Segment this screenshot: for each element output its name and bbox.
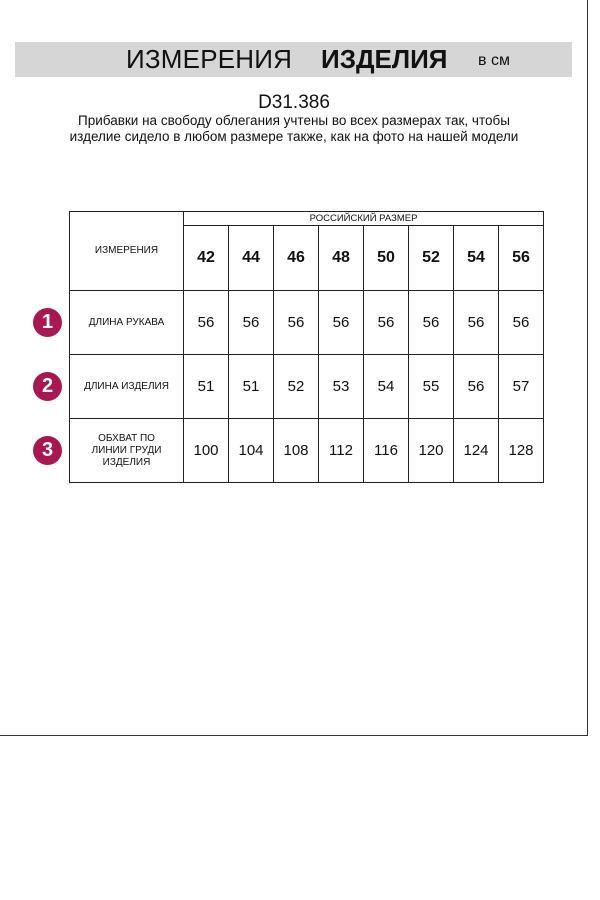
- badge-3: 3: [33, 436, 62, 465]
- value-cell: 116: [363, 418, 409, 483]
- value-cell: 108: [273, 418, 319, 483]
- value-cell: 104: [228, 418, 274, 483]
- size-group-header: РОССИЙСКИЙ РАЗМЕР: [183, 211, 544, 226]
- value-cell: 55: [408, 354, 454, 419]
- value-cell: 51: [183, 354, 229, 419]
- value-cell: 56: [228, 290, 274, 355]
- value-cell: 120: [408, 418, 454, 483]
- size-header: 48: [318, 225, 364, 291]
- table-row: ДЛИНА РУКАВА 56 56 56 56 56 56 56 56: [69, 290, 544, 355]
- title-regular: ИЗМЕРЕНИЯ: [126, 44, 293, 74]
- unit-label: в см: [478, 52, 510, 69]
- size-header: 54: [453, 225, 499, 291]
- size-header-row: 42 44 46 48 50 52 54 56: [70, 225, 544, 291]
- value-cell: 56: [273, 290, 319, 355]
- size-header: 56: [498, 225, 544, 291]
- row-label: ДЛИНА РУКАВА: [69, 290, 184, 355]
- size-header: 42: [183, 225, 229, 291]
- product-code: D31.386: [258, 92, 330, 113]
- table-row: ОБХВАТ ПО ЛИНИИ ГРУДИ ИЗДЕЛИЯ 100 104 108 11…: [69, 418, 544, 483]
- badge-1: 1: [33, 308, 62, 337]
- value-cell: 57: [498, 354, 544, 419]
- size-table: ИЗМЕРЕНИЯ РОССИЙСКИЙ РАЗМЕР 42 44 46 48 50 52…: [69, 211, 544, 483]
- title-bar: [15, 42, 572, 77]
- size-header: 52: [408, 225, 454, 291]
- table-row: ДЛИНА ИЗДЕЛИЯ 51 51 52 53 54 55 56 57: [69, 354, 544, 419]
- value-cell: 52: [273, 354, 319, 419]
- value-cell: 54: [363, 354, 409, 419]
- badge-2: 2: [33, 372, 62, 401]
- value-cell: 56: [408, 290, 454, 355]
- size-header: 46: [273, 225, 319, 291]
- value-cell: 51: [228, 354, 274, 419]
- size-header: 50: [363, 225, 409, 291]
- corner-label: ИЗМЕРЕНИЯ: [69, 211, 184, 291]
- size-header: 44: [228, 225, 274, 291]
- value-cell: 100: [183, 418, 229, 483]
- value-cell: 56: [183, 290, 229, 355]
- row-label: ДЛИНА ИЗДЕЛИЯ: [69, 354, 184, 419]
- value-cell: 53: [318, 354, 364, 419]
- value-cell: 56: [498, 290, 544, 355]
- value-cell: 124: [453, 418, 499, 483]
- value-cell: 112: [318, 418, 364, 483]
- value-cell: 56: [453, 290, 499, 355]
- title-bold: ИЗДЕЛИЯ: [321, 44, 448, 74]
- value-cell: 128: [498, 418, 544, 483]
- value-cell: 56: [363, 290, 409, 355]
- fit-note: Прибавки на свободу облегания учтены во …: [69, 113, 519, 144]
- page-frame: [0, 0, 588, 736]
- row-label: ОБХВАТ ПО ЛИНИИ ГРУДИ ИЗДЕЛИЯ: [69, 418, 184, 483]
- value-cell: 56: [453, 354, 499, 419]
- value-cell: 56: [318, 290, 364, 355]
